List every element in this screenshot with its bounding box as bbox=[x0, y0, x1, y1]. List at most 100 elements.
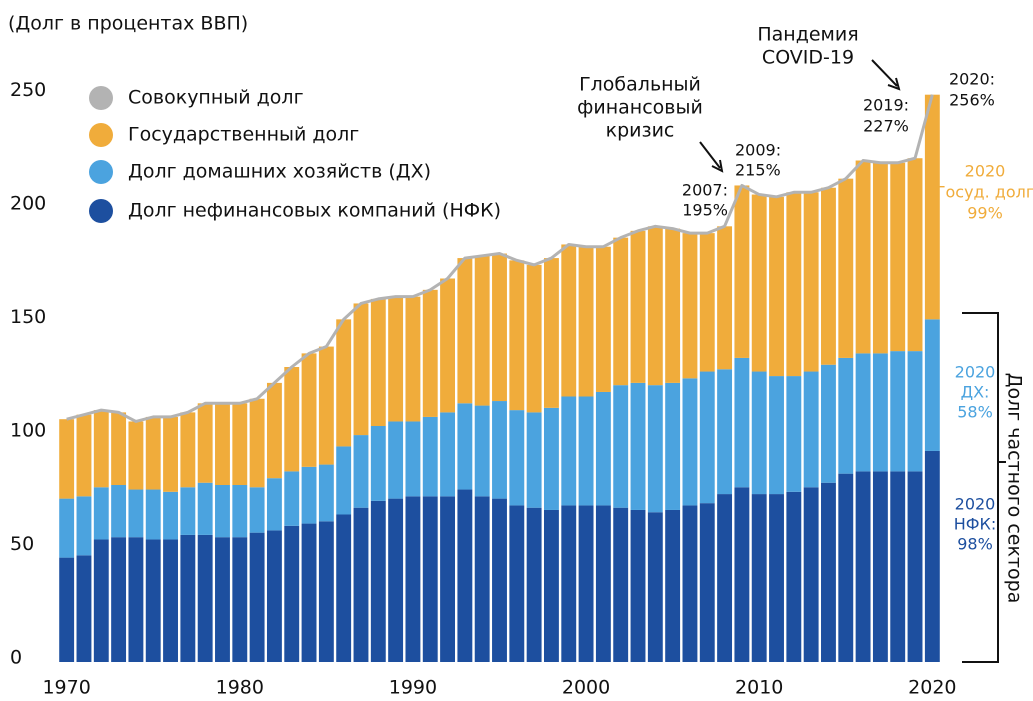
annotation: 256% bbox=[949, 91, 995, 110]
bar-segment bbox=[59, 419, 75, 499]
bar-segment bbox=[561, 396, 577, 506]
bar-segment bbox=[353, 435, 369, 508]
bar-segment bbox=[751, 494, 767, 662]
bar-segment bbox=[128, 489, 144, 538]
annotation: финансовый bbox=[577, 97, 703, 119]
bar-segment bbox=[803, 371, 819, 488]
x-tick-label: 1970 bbox=[42, 677, 90, 699]
bar-segment bbox=[111, 537, 127, 662]
bar-segment bbox=[422, 289, 438, 417]
bar-segment bbox=[786, 192, 802, 377]
bar-segment bbox=[232, 485, 248, 538]
bar-segment bbox=[405, 296, 421, 422]
total-line bbox=[66, 94, 934, 423]
bar-segment bbox=[526, 412, 542, 508]
bar-segment bbox=[405, 496, 421, 662]
bar-segment bbox=[890, 351, 906, 472]
legend-label: Долг домашних хозяйств (ДХ) bbox=[128, 161, 431, 183]
y-tick-label: 200 bbox=[10, 193, 46, 215]
bar-segment bbox=[543, 407, 559, 510]
bar-segment bbox=[595, 246, 611, 392]
bar-segment bbox=[924, 319, 940, 451]
bar-segment bbox=[647, 512, 663, 662]
bar-segment bbox=[180, 412, 196, 488]
bar-segment bbox=[734, 185, 750, 358]
bar-segment bbox=[509, 260, 525, 411]
bar-segment bbox=[336, 446, 352, 515]
arrow bbox=[699, 141, 724, 173]
bar-segment bbox=[872, 353, 888, 472]
bar-segment bbox=[388, 296, 404, 422]
bar-segment bbox=[145, 489, 161, 540]
bar-segment bbox=[872, 471, 888, 662]
legend-label: Долг нефинансовых компаний (НФК) bbox=[128, 200, 501, 222]
bar-segment bbox=[284, 525, 300, 662]
bar-segment bbox=[474, 496, 490, 662]
annotation: 2020 bbox=[955, 363, 996, 382]
bar-segment bbox=[561, 244, 577, 397]
bar-segment bbox=[578, 505, 594, 662]
bar-segment bbox=[301, 523, 317, 662]
y-tick-label: 50 bbox=[10, 533, 34, 555]
bar-segment bbox=[751, 194, 767, 372]
annotation: 98% bbox=[957, 535, 993, 554]
annotation: 227% bbox=[863, 117, 909, 136]
bar-segment bbox=[76, 496, 92, 556]
bar-segment bbox=[301, 466, 317, 524]
bar-segment bbox=[907, 471, 923, 662]
bar-segment bbox=[215, 403, 230, 485]
bar-segment bbox=[907, 351, 923, 472]
legend-marker bbox=[89, 199, 113, 223]
bar-segment bbox=[440, 496, 456, 662]
bar-segment bbox=[249, 398, 265, 488]
bar-segment bbox=[665, 509, 681, 662]
bar-segment bbox=[266, 530, 282, 662]
bar-segment bbox=[630, 230, 646, 383]
bar-segment bbox=[318, 521, 334, 662]
y-tick-label: 100 bbox=[10, 420, 46, 442]
bar-segment bbox=[665, 228, 681, 383]
bar-segment bbox=[145, 416, 161, 490]
bar-segment bbox=[699, 503, 715, 662]
bar-segment bbox=[388, 498, 404, 662]
annotation: 2020 bbox=[965, 162, 1006, 181]
bar-segment bbox=[769, 494, 784, 662]
x-tick-label: 1980 bbox=[216, 677, 264, 699]
bar-segment bbox=[370, 298, 386, 426]
bar-segment bbox=[457, 403, 473, 490]
bar-segment bbox=[93, 487, 109, 540]
bar-segment bbox=[128, 537, 144, 662]
annotation: 2020 bbox=[955, 495, 996, 514]
bar-segment bbox=[370, 426, 386, 501]
bar-segment bbox=[59, 557, 75, 662]
bar-segment bbox=[457, 489, 473, 662]
bar-segment bbox=[232, 537, 248, 662]
bar-segment bbox=[595, 505, 611, 662]
bar-segment bbox=[855, 160, 871, 354]
annotation: Госуд. долг bbox=[936, 183, 1033, 202]
bar-segment bbox=[630, 509, 646, 662]
bar-segment bbox=[924, 94, 940, 320]
bar-segment bbox=[93, 539, 109, 662]
bar-segment bbox=[786, 491, 802, 662]
bar-segment bbox=[249, 532, 265, 662]
bar-segment bbox=[578, 246, 594, 397]
bar-segment bbox=[769, 376, 784, 495]
annotation: 2009: bbox=[735, 141, 781, 160]
bar-segment bbox=[682, 505, 698, 662]
legend-label: Совокупный долг bbox=[128, 87, 304, 109]
bar-segment bbox=[336, 514, 352, 662]
y-axis-label: (Долг в процентах ВВП) bbox=[8, 13, 248, 35]
bar-segment bbox=[474, 255, 490, 406]
legend-marker bbox=[89, 160, 113, 184]
bar-segment bbox=[266, 478, 282, 531]
bar-segment bbox=[682, 378, 698, 506]
x-tick-label: 2020 bbox=[908, 677, 956, 699]
bar-segment bbox=[59, 498, 75, 558]
bar-segment bbox=[717, 494, 733, 662]
y-tick-label: 150 bbox=[10, 306, 46, 328]
bar-segment bbox=[353, 303, 369, 436]
bar-segment bbox=[284, 367, 300, 472]
bar-segment bbox=[699, 233, 715, 372]
bar-segment bbox=[647, 226, 663, 386]
